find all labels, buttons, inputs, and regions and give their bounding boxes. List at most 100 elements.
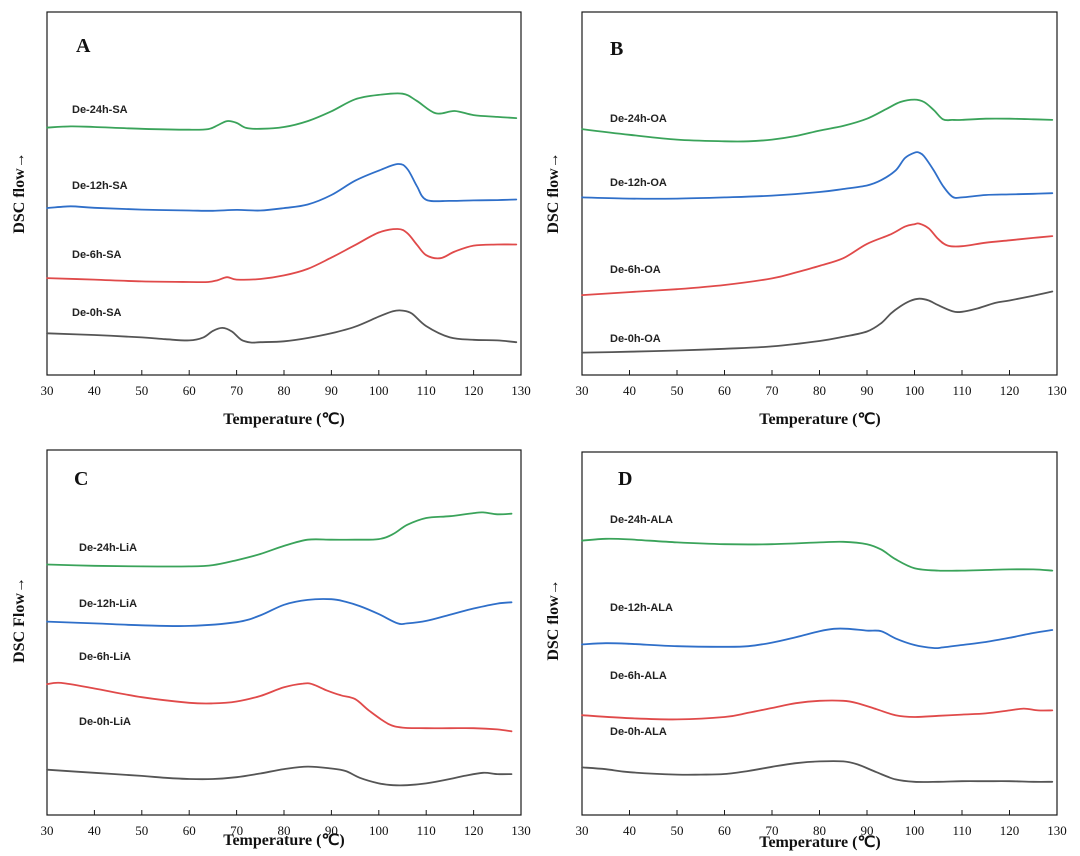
series-group: De-24h-LiA De-12h-LiA De-6h-LiA De-0h-LiA [46,511,513,787]
series-group: De-24h-ALA De-12h-ALA De-6h-ALA De-0h-ALA [581,514,1054,783]
panel-label: C [74,468,88,490]
x-tick-label: 110 [417,383,436,398]
x-tick-label: 70 [766,383,779,398]
x-tick-label: 110 [952,383,971,398]
panel-b: B 30 40 50 60 70 80 90 100 110 120 130 De-24h-OADe… [545,11,1067,428]
panel-label: D [618,468,632,490]
x-tick-label: 130 [1047,823,1067,838]
x-axis-label: Temperature (℃) [223,832,345,849]
y-axis-label: DSC flow→ [545,579,562,660]
series-line-de-12h-lia [46,598,513,627]
x-tick-label: 120 [464,383,484,398]
x-tick-label: 90 [861,823,874,838]
x-tick-label: 50 [671,823,684,838]
x-tick-label: 90 [325,383,338,398]
panel-label: B [610,38,623,60]
series-label: De-6h-SA [72,249,122,261]
x-tick-label: 60 [183,383,196,398]
x-tick-label: 100 [369,383,389,398]
panel-label: A [76,35,91,57]
series-label: De-24h-LiA [79,542,137,554]
series-label: De-0h-OA [610,333,661,345]
x-tick-label: 130 [511,823,531,838]
series-line-de-6h-lia [46,681,513,733]
plot-frame [46,11,522,376]
series-line-de-12h-sa [46,163,518,212]
series-label: De-6h-ALA [610,670,667,682]
series-line-de-24h-oa [581,98,1054,143]
panel-a: A 30 40 50 60 70 80 90 100 110 120 130 De-24h-SA De… [11,11,531,428]
x-axis: 30 40 50 60 70 80 90 100 110 120 130 [576,810,1067,838]
series-label: De-24h-ALA [610,514,673,526]
x-tick-label: 40 [88,823,101,838]
x-tick-label: 100 [905,383,925,398]
x-tick-label: 30 [41,823,54,838]
x-tick-label: 80 [278,823,291,838]
panel-d: D 30 40 50 60 70 80 90 100 110 120 130 De-24h-ALAD… [545,451,1067,851]
x-tick-label: 60 [718,383,731,398]
x-tick-label: 30 [576,383,589,398]
x-tick-label: 90 [325,823,338,838]
series-line-de-0h-oa [581,290,1054,354]
series-line-de-0h-ala [581,760,1054,783]
series-line-de-6h-oa [581,222,1054,296]
x-axis-label: Temperature (℃) [759,411,881,428]
series-line-de-12h-oa [581,151,1054,200]
x-tick-label: 40 [623,383,636,398]
series-line-de-6h-sa [46,228,518,284]
series-label: De-24h-SA [72,104,128,116]
x-tick-label: 120 [1000,823,1020,838]
series-line-de-6h-ala [581,699,1054,721]
x-tick-label: 70 [766,823,779,838]
x-tick-label: 30 [576,823,589,838]
plot-frame [46,449,522,816]
y-axis-label: DSC flow→ [545,152,562,233]
series-label: De-6h-OA [610,264,661,276]
series-label: De-12h-SA [72,180,128,192]
series-group: De-24h-OA De-12h-OA De-6h-OA De-0h-OA [581,98,1054,354]
x-tick-label: 130 [1047,383,1067,398]
x-tick-label: 80 [813,383,826,398]
x-tick-label: 40 [88,383,101,398]
series-label: De-12h-LiA [79,598,137,610]
x-axis: 30 40 50 60 70 80 90 100 110 120 130 [41,810,531,838]
x-tick-label: 100 [369,823,389,838]
y-axis-label: DSC Flow→ [11,577,28,663]
panel-c: C 30 40 50 60 70 80 90 100 110 120 130 De-24h-LiAD… [11,449,531,849]
series-line-de-24h-lia [46,511,513,568]
x-tick-label: 110 [417,823,436,838]
y-axis-label: DSC flow→ [11,152,28,233]
x-tick-label: 30 [41,383,54,398]
x-tick-label: 110 [952,823,971,838]
series-label: De-6h-LiA [79,651,131,663]
x-tick-label: 120 [464,823,484,838]
x-tick-label: 60 [183,823,196,838]
x-axis-label: Temperature (℃) [223,411,345,428]
x-tick-label: 40 [623,823,636,838]
x-tick-label: 50 [671,383,684,398]
x-tick-label: 60 [718,823,731,838]
x-axis-label: Temperature (℃) [759,834,881,851]
x-tick-label: 130 [511,383,531,398]
x-tick-label: 80 [278,383,291,398]
plot-frame [581,11,1058,376]
x-tick-label: 120 [1000,383,1020,398]
x-axis: 30 40 50 60 70 80 90 100 110 120 130 [41,370,531,398]
x-tick-label: 50 [135,383,148,398]
x-tick-label: 70 [230,383,243,398]
series-label: De-12h-OA [610,177,667,189]
series-line-de-12h-ala [581,627,1054,650]
x-tick-label: 80 [813,823,826,838]
series-label: De-0h-LiA [79,716,131,728]
x-axis: 30 40 50 60 70 80 90 100 110 120 130 [576,370,1067,398]
series-line-de-24h-sa [46,92,518,131]
x-tick-label: 90 [861,383,874,398]
x-tick-label: 70 [230,823,243,838]
series-line-de-24h-ala [581,537,1054,572]
series-label: De-12h-ALA [610,602,673,614]
x-tick-label: 100 [905,823,925,838]
series-line-de-0h-sa [46,309,518,344]
series-group: De-24h-SA De-12h-SA De-6h-SA De-0h-SA [46,92,518,344]
series-label: De-0h-ALA [610,726,667,738]
